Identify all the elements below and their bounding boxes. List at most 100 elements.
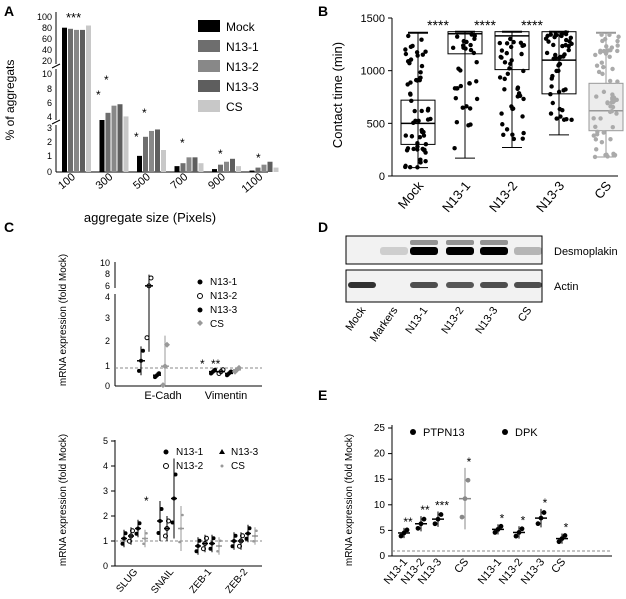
box-point-Mock — [405, 82, 410, 87]
panel-a-category-label: 1100 — [240, 171, 266, 195]
box-point-CS — [614, 97, 619, 103]
panel-a-ytick: 100 — [37, 12, 52, 22]
data-point — [562, 533, 568, 538]
data-point — [220, 367, 226, 373]
legend-swatch-n13-1 — [198, 40, 220, 52]
axis-break-mark — [51, 63, 61, 69]
box-point-N13-3 — [545, 33, 550, 39]
data-point — [432, 521, 438, 527]
legend-label-n13-3: N13-3 — [210, 305, 238, 316]
box-point-N13-2 — [501, 132, 506, 137]
data-point — [145, 531, 148, 535]
panel-c-top-ytick: 2 — [105, 336, 110, 346]
data-point — [123, 531, 128, 536]
box-point-CS — [608, 109, 613, 115]
box-point-CS — [594, 147, 599, 152]
data-point — [136, 526, 140, 531]
box-point-Mock — [423, 158, 428, 164]
panel-c-top-ylabel: mRNA expression (fold Mock) — [58, 254, 69, 386]
box-point-CS — [594, 63, 600, 68]
data-point — [513, 533, 519, 539]
box-point-N13-2 — [521, 130, 526, 136]
data-point — [538, 515, 544, 521]
box-point-N13-2 — [510, 132, 515, 137]
data-point — [230, 544, 235, 549]
panel-e-significance: * — [467, 455, 472, 469]
panel-c-top-category: Vimentin — [205, 390, 248, 402]
data-point — [181, 513, 184, 517]
panel-b-category-label: N13-1 — [439, 178, 473, 215]
data-point — [240, 533, 245, 539]
panel-c-top-ytick: 3 — [105, 313, 110, 323]
box-point-N13-3 — [568, 35, 574, 40]
panel-letter-e: E — [318, 387, 327, 403]
legend-marker-cs — [197, 320, 203, 326]
data-point — [232, 539, 236, 543]
data-point — [535, 521, 541, 527]
data-point — [137, 521, 142, 526]
data-point — [211, 536, 216, 541]
panel-e-significance: *** — [435, 498, 449, 512]
bar-cs-700 — [198, 163, 204, 172]
data-point — [130, 528, 135, 534]
data-point — [465, 477, 471, 483]
box-point-CS — [601, 64, 606, 70]
box-point-N13-2 — [507, 66, 512, 71]
panel-a-ylabel: % of aggregats — [3, 60, 17, 141]
panel-c-top-ytick: 6 — [105, 281, 110, 291]
panel-c-bottom-ytick: 3 — [103, 486, 108, 496]
panel-c-bottom-category-label: ZEB-1 — [188, 567, 215, 596]
blot-band-actin — [480, 282, 508, 288]
box-point-N13-2 — [516, 91, 522, 96]
box-point-Mock — [409, 98, 414, 104]
data-point — [498, 523, 504, 529]
blot-band-desmoplakin-upper — [480, 240, 508, 245]
legend-marker-cs — [220, 464, 224, 468]
box-point-Mock — [423, 49, 428, 54]
panel-a-legend: Mock N13-1 N13-2 N13-3 CS — [198, 20, 259, 114]
panel-c-bottom-significance: * — [144, 494, 149, 508]
box-point-CS — [592, 154, 598, 160]
box-point-Mock — [403, 51, 409, 57]
box-point-CS — [604, 44, 609, 49]
panel-b-significance: **** — [427, 17, 449, 33]
box-point-N13-2 — [508, 44, 514, 50]
panel-c-top-category: E-Cadh — [144, 390, 181, 402]
panel-a-xlabel: aggregate size (Pixels) — [84, 210, 216, 225]
panel-e-ytick: 5 — [379, 525, 385, 536]
legend-label-n13-1: N13-1 — [210, 277, 238, 288]
data-point — [197, 538, 202, 543]
box-point-N13-1 — [474, 59, 479, 65]
panel-e-scatter: mRNA expression (fold Mock) 0 5 10 15 20 25 N… — [344, 423, 612, 587]
blot-band-actin — [446, 282, 474, 288]
box-point-Mock — [415, 141, 420, 146]
panel-a-ytick: 8 — [47, 84, 52, 94]
box-point-CS — [591, 133, 597, 138]
bar-n13-2-100 — [74, 29, 79, 173]
blot-band-desmoplakin — [380, 247, 408, 255]
box-point-N13-1 — [452, 146, 457, 151]
panel-b-ytick: 1500 — [361, 13, 385, 25]
panel-a-significance: * — [142, 106, 147, 120]
box-point-N13-2 — [504, 50, 509, 56]
data-point — [164, 526, 170, 531]
bar-n13-3-700 — [192, 157, 198, 172]
blot-band-desmoplakin — [446, 247, 474, 255]
box-point-CS — [598, 116, 603, 121]
panel-letter-c: C — [4, 219, 14, 235]
panel-a-significance: *** — [66, 10, 81, 25]
legend-label-n13-1: N13-1 — [176, 447, 204, 458]
bar-n13-1-300 — [105, 112, 111, 172]
legend-marker-n13-3 — [197, 307, 203, 313]
data-point — [238, 538, 244, 544]
data-point — [438, 512, 444, 517]
data-point — [556, 539, 562, 545]
panel-letter-a: A — [4, 3, 14, 19]
panel-c-bottom-legend: N13-1 N13-2 N13-3 CS — [163, 447, 259, 472]
box-point-Mock — [408, 44, 414, 50]
bar-mock-300 — [99, 120, 105, 172]
panel-a-ytick: 20 — [42, 56, 52, 66]
panel-a-significance: * — [134, 130, 139, 144]
box-point-Mock — [403, 133, 408, 138]
box-point-CS — [615, 79, 620, 84]
